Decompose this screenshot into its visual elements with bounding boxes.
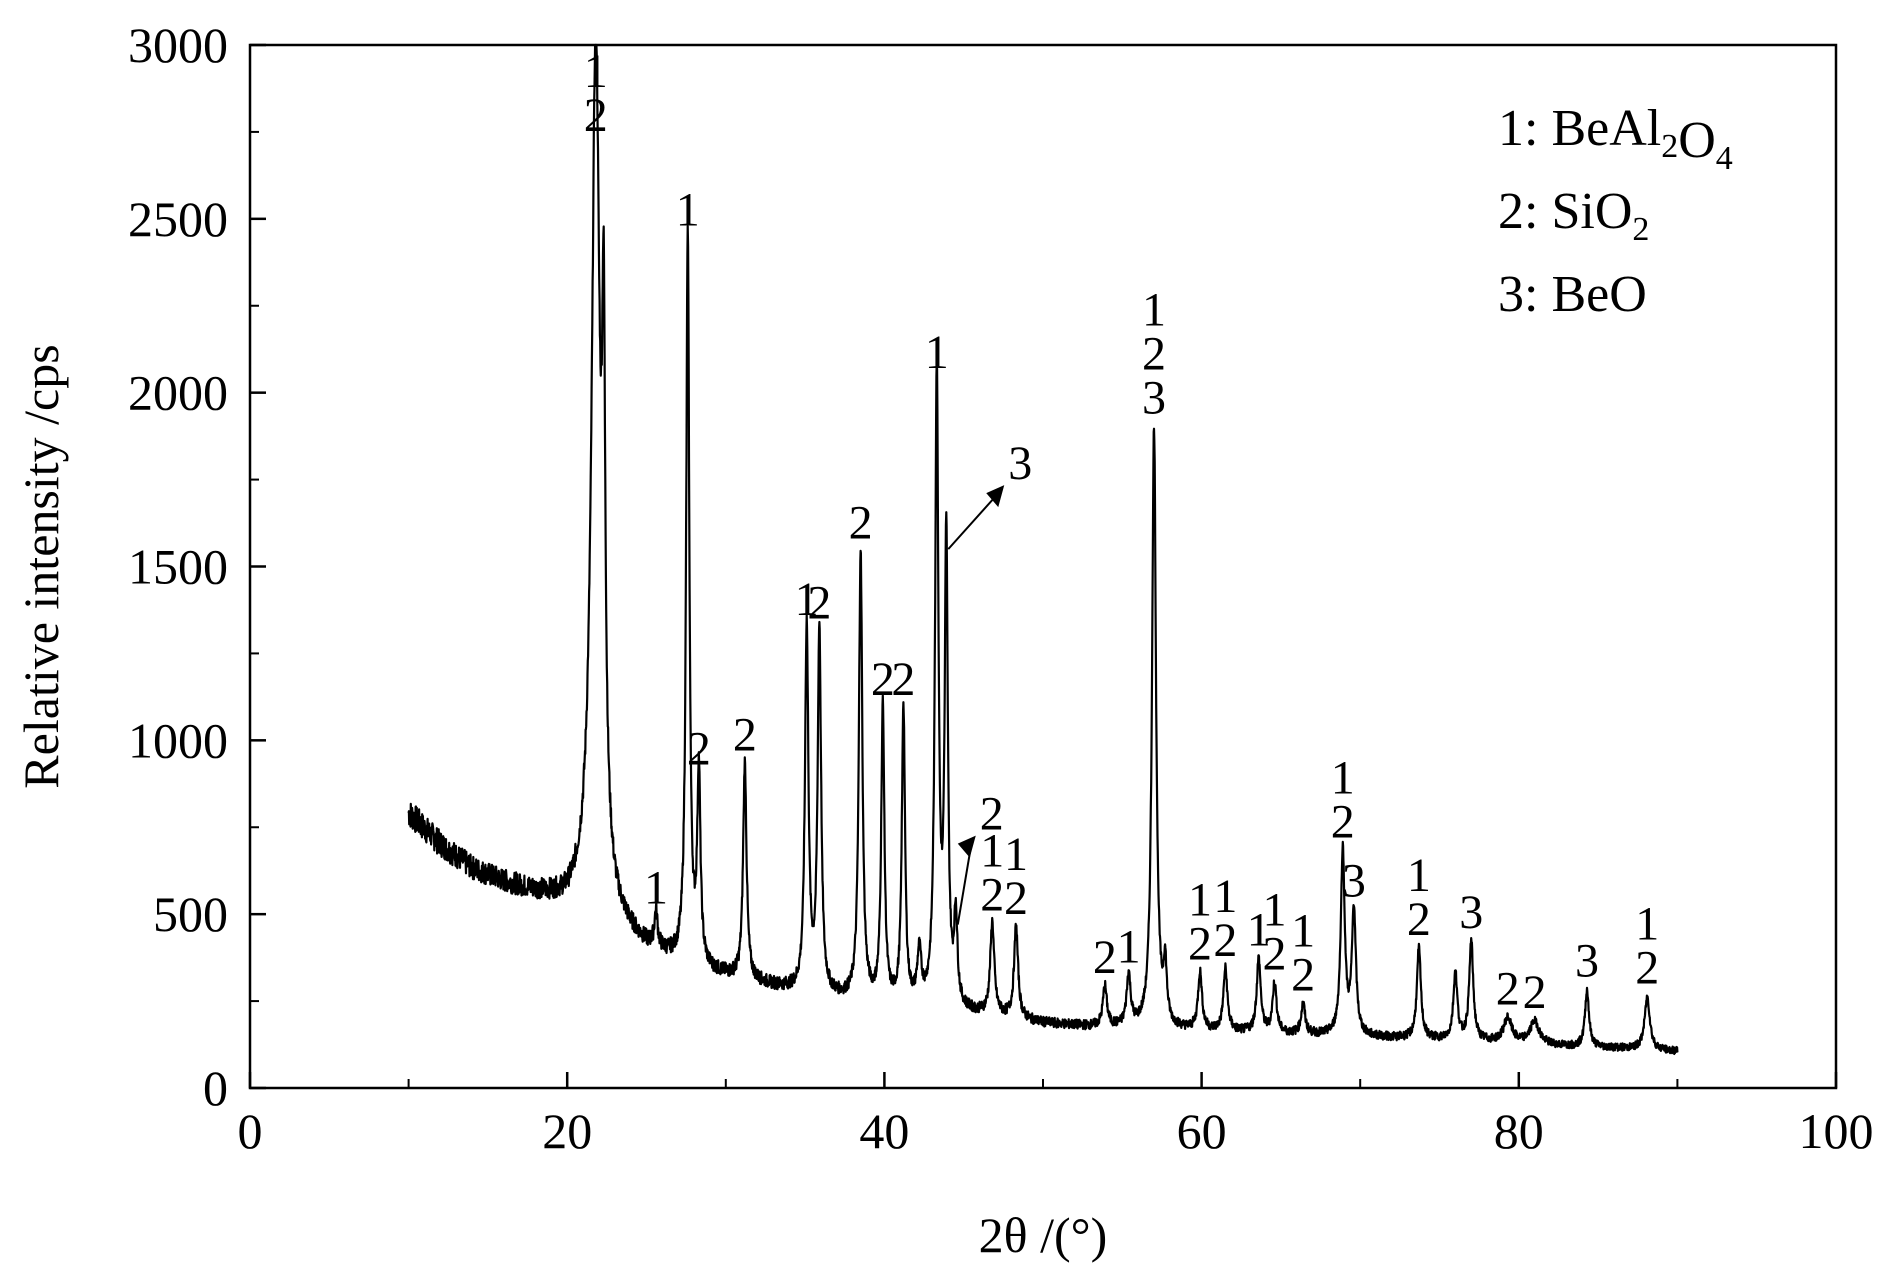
legend-index: 2: [1498,183,1538,240]
peak-arrow-head [957,835,976,858]
peak-label: 1 [1117,921,1141,974]
y-tick-label: 1500 [128,539,228,595]
legend-subscript: 4 [1716,140,1733,177]
peak-label: 2 [584,89,608,142]
peak-label: 1 [1213,870,1237,923]
peak-label: 1 [1188,873,1212,926]
legend-item-2: 2: SiO2 [1498,183,1649,248]
peak-label: 3 [1342,855,1366,908]
peak-label: 2 [1291,949,1315,1002]
peak-label: 2 [1093,931,1117,984]
peak-label: 3 [1575,935,1599,988]
x-tick-label: 80 [1494,1103,1544,1159]
y-tick-label: 1000 [128,712,228,768]
legend-item-1: 1: BeAl2O4 [1498,100,1733,177]
peak-label: 1 [1263,884,1287,937]
peak-label: 1 [925,326,949,379]
legend-formula-text: BeO [1538,266,1646,323]
peak-label: 1 [1635,898,1659,951]
peak-label: 2 [891,653,915,706]
peak-arrow-line [947,490,1001,550]
peak-label: 2 [871,653,895,706]
y-tick-label: 3000 [128,17,228,73]
peak-label: 1 [676,184,700,237]
peak-label: 2 [1188,917,1212,970]
legend-subscript: 2 [1632,211,1649,248]
legend-formula-text: SiO [1538,183,1632,240]
peak-label: 1 [1331,752,1355,805]
peak-label: 3 [1142,371,1166,424]
y-axis-title: Relative intensity /cps [13,344,69,788]
peak-label: 1 [1407,849,1431,902]
peak-label: 2 [1635,942,1659,995]
peak-label: 1 [1291,905,1315,958]
peak-arrow-head [986,485,1005,508]
axis-ticks [248,43,1838,1090]
peak-label: 2 [687,723,711,776]
peak-arrows [947,485,1005,925]
legend-index: 1: [1498,100,1538,157]
legend-index: 3: [1498,266,1538,323]
peak-label: 2 [1407,893,1431,946]
peak-label: 3 [1008,437,1032,490]
x-axis-title: 2θ /(°) [979,1207,1108,1263]
peak-label: 1 [1142,283,1166,336]
x-tick-label: 60 [1177,1103,1227,1159]
peak-label: 3 [1459,886,1483,939]
peak-label: 2 [1523,966,1547,1019]
peak-label: 2 [1331,796,1355,849]
peak-label: 1 [1004,828,1028,881]
peak-label: 2 [1004,872,1028,925]
peak-label: 2 [980,869,1004,922]
peak-label: 2 [733,709,757,762]
legend-item-3: 3: BeO [1498,266,1647,323]
x-tick-label: 100 [1799,1103,1874,1159]
xrd-pattern-line [407,43,1679,1056]
x-tick-label: 0 [238,1103,263,1159]
legend-formula-text: BeAl [1538,100,1661,157]
peak-label: 1 [644,862,668,915]
peak-label: 2 [1142,327,1166,380]
x-tick-label: 40 [859,1103,909,1159]
legend-formula-text: O [1678,112,1716,169]
peak-label: 2 [1496,962,1520,1015]
peak-label: 1 [980,825,1004,878]
peak-label: 1 [795,573,819,626]
x-tick-label: 20 [542,1103,592,1159]
peak-label: 2 [807,577,831,630]
y-tick-label: 500 [153,886,228,942]
peak-label: 2 [1213,914,1237,967]
y-tick-label: 2500 [128,191,228,247]
legend-subscript: 2 [1661,128,1678,165]
y-tick-label: 0 [203,1060,228,1116]
peak-label: 2 [849,497,873,550]
y-tick-label: 2000 [128,365,228,421]
peak-label: 1 [584,45,608,98]
peak-label: 2 [980,788,1004,841]
peak-label: 2 [1263,928,1287,981]
peak-label: 1 [1247,903,1271,956]
